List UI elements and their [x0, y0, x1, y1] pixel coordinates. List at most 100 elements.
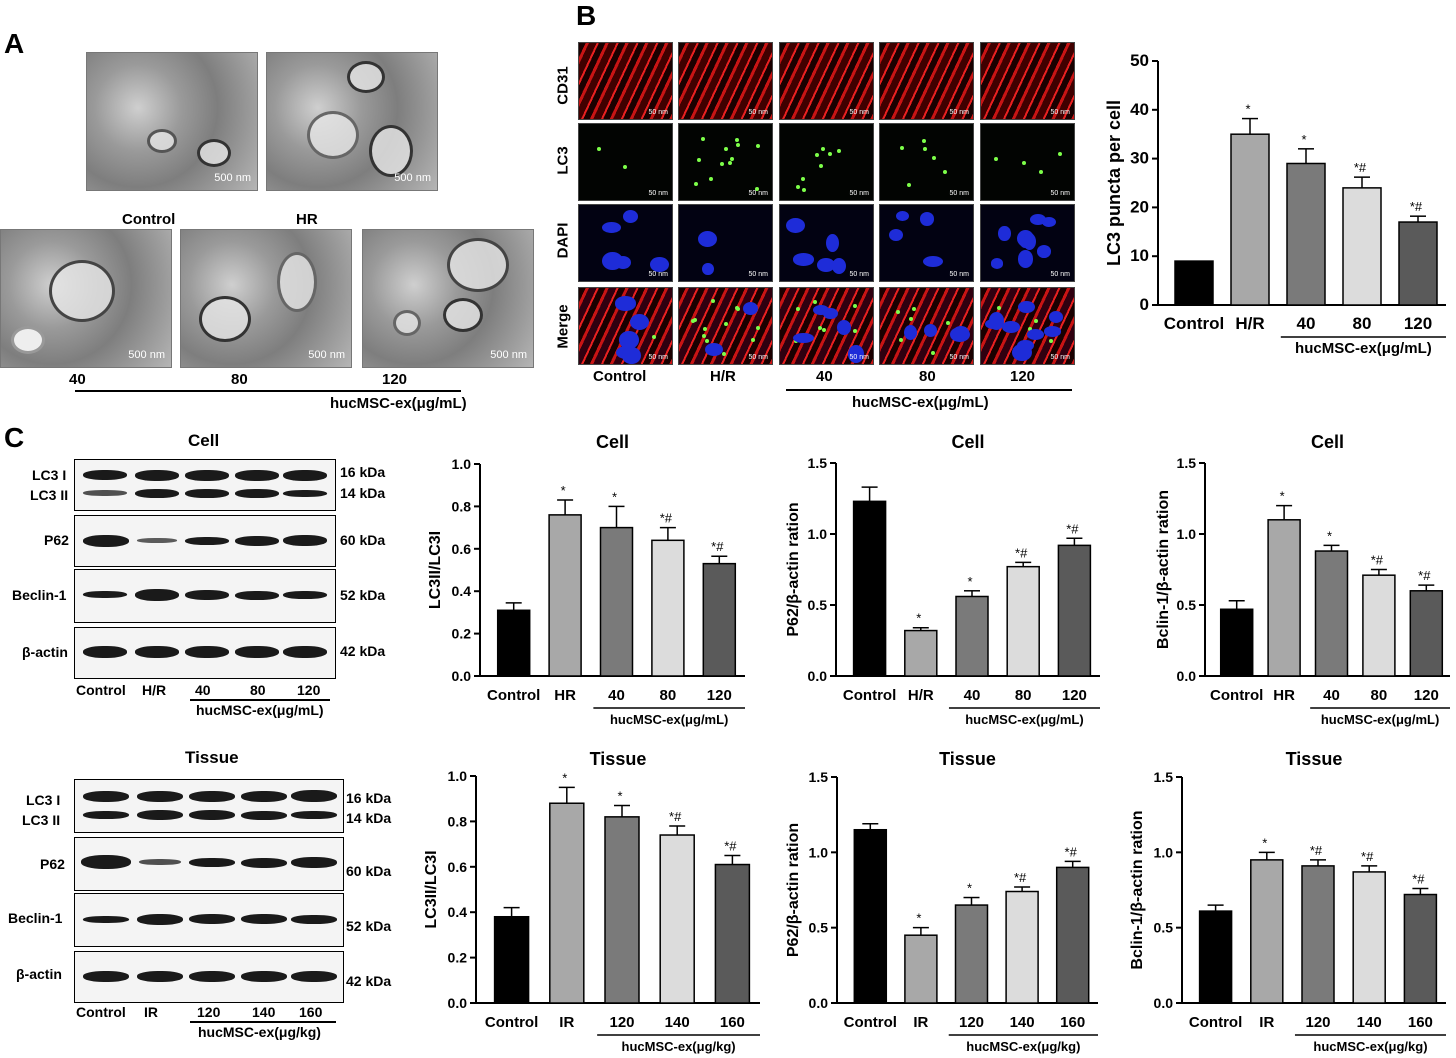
fl-scale-label: 50 nm: [648, 109, 668, 116]
cell-p62-group-label: hucMSC-ex(μg/mL): [965, 712, 1083, 727]
tissue-p62-category-3: 140: [1010, 1014, 1035, 1031]
fl-tile-r3-c0: 50 nm: [578, 287, 673, 365]
tissue-beclin-category-2: 120: [1305, 1014, 1330, 1031]
cell-lc3-y-tick-label: 1.0: [452, 456, 472, 472]
tissue-lc3-sig-mark-4: *#: [724, 838, 737, 853]
fl-scale-label: 50 nm: [949, 271, 969, 278]
lc3-puncta-y-tick-label: 10: [1130, 246, 1149, 265]
cell-beclin-category-4: 120: [1414, 687, 1439, 704]
fl-tile-r3-c2: 50 nm: [779, 287, 874, 365]
tissue-lc3-category-3: 140: [665, 1014, 690, 1031]
em-image-control: 500 nm: [86, 52, 258, 191]
cell-p62-sig-mark-3: *#: [1015, 545, 1028, 560]
tissue-p62-title: Tissue: [939, 749, 996, 769]
fl-tile-r3-c3: 50 nm: [879, 287, 974, 365]
tissue-lc3-sig-mark-1: *: [562, 770, 567, 785]
fl-scale-label: 50 nm: [949, 354, 969, 361]
cell-p62-category-3: 80: [1015, 687, 1032, 704]
tissue-p62-bar-4: [1055, 866, 1090, 1004]
tissue-p62-y-tick-label: 0.5: [809, 920, 829, 936]
fl-scale-label: 50 nm: [849, 354, 869, 361]
tissue-lc3-y-label: LC3II/LC3I: [423, 850, 440, 928]
cell-p62-y-tick-label: 1.5: [808, 455, 828, 471]
tissue-p62-group-label: hucMSC-ex(μg/kg): [966, 1039, 1080, 1054]
fl-tile-r1-c1: 50 nm: [678, 123, 773, 201]
cell-kda-60: 60 kDa: [340, 532, 386, 548]
tissue-p62-y-tick-label: 1.5: [809, 769, 829, 785]
tissue-beclin-y-tick-label: 0.5: [1154, 920, 1174, 936]
em-image-80: 500 nm: [180, 229, 352, 368]
fl-tile-r0-c2: 50 nm: [779, 42, 874, 120]
tissue-p62-bar-1: [904, 934, 938, 1004]
tissue-p62-bar-0: [853, 828, 888, 1004]
tissue-p62-category-1: IR: [913, 1014, 928, 1031]
fl-scale-label: 50 nm: [648, 354, 668, 361]
fl-tile-r2-c4: 50 nm: [980, 204, 1075, 282]
cell-protein-lc3ii: LC3 II: [30, 487, 69, 503]
fl-tile-r3-c1: 50 nm: [678, 287, 773, 365]
fl-tile-r2-c0: 50 nm: [578, 204, 673, 282]
blot-cell-actin: [74, 627, 336, 679]
em-image-40: 500 nm: [0, 229, 172, 368]
tissue-lc3-category-4: 160: [720, 1014, 745, 1031]
cell-lc3-sig-mark-3: *#: [660, 511, 673, 526]
tissue-p62-sig-mark-1: *: [916, 911, 921, 926]
lc3-puncta-category-0: Control: [1164, 314, 1224, 333]
blot-cell-beclin: [74, 569, 336, 623]
em-label-120: 120: [382, 371, 408, 388]
fl-tile-r2-c3: 50 nm: [879, 204, 974, 282]
cell-lane-120: 120: [297, 682, 321, 698]
cell-lc3-sig-mark-4: *#: [711, 539, 724, 554]
fl-tile-r1-c0: 50 nm: [578, 123, 673, 201]
tissue-beclin-y-label: Bclin-1/β-actin ration: [1129, 810, 1146, 969]
fl-group-label: hucMSC-ex(μg/mL): [852, 394, 989, 411]
tissue-p62-bar-3: [1005, 890, 1039, 1004]
cell-beclin-bar-4: [1409, 590, 1444, 677]
fl-scale-label: 50 nm: [1050, 109, 1070, 116]
fl-scale-label: 50 nm: [1050, 190, 1070, 197]
cell-beclin-title: Cell: [1311, 432, 1344, 452]
cell-lc3-y-tick-label: 0.0: [452, 668, 472, 684]
cell-p62-sig-mark-1: *: [916, 611, 921, 626]
blot-title-tissue: Tissue: [185, 748, 239, 767]
em-label-control: Control: [122, 211, 176, 228]
lc3-puncta-sig-mark-2: *: [1301, 132, 1306, 147]
fl-tile-r0-c1: 50 nm: [678, 42, 773, 120]
fl-tile-r0-c0: 50 nm: [578, 42, 673, 120]
fl-scale-label: 50 nm: [849, 190, 869, 197]
tissue-beclin-bar-1: [1250, 859, 1284, 1004]
em-group-line: [75, 390, 461, 392]
tissue-beclin-title: Tissue: [1286, 749, 1343, 769]
cell-beclin-sig-mark-3: *#: [1371, 553, 1384, 568]
tissue-lane-group-line: [190, 1021, 336, 1023]
panel-label-b: B: [576, 0, 597, 31]
fl-scale-label: 50 nm: [1050, 271, 1070, 278]
fl-scale-label: 50 nm: [849, 109, 869, 116]
fl-scale-label: 50 nm: [748, 354, 768, 361]
cell-beclin-y-tick-label: 1.0: [1177, 526, 1197, 542]
cell-beclin-y-tick-label: 0.5: [1177, 597, 1197, 613]
fl-tile-r0-c4: 50 nm: [980, 42, 1075, 120]
blot-title-cell: Cell: [188, 431, 220, 450]
tissue-p62-category-0: Control: [844, 1014, 897, 1031]
cell-beclin-category-0: Control: [1210, 687, 1263, 704]
cell-p62-sig-mark-2: *: [967, 574, 972, 589]
cell-p62-category-1: H/R: [908, 687, 934, 704]
tissue-beclin-sig-mark-2: *#: [1310, 843, 1323, 858]
tissue-kda-42: 42 kDa: [346, 973, 392, 989]
cell-lane-control: Control: [76, 682, 126, 698]
em-label-40: 40: [69, 371, 86, 388]
cell-beclin-sig-mark-4: *#: [1418, 568, 1431, 583]
tissue-lc3-bar-2: [604, 816, 640, 1004]
cell-p62-category-0: Control: [843, 687, 896, 704]
lc3-puncta-category-4: 120: [1404, 314, 1432, 333]
em-image-120: 500 nm: [362, 229, 534, 368]
em-group-label: hucMSC-ex(μg/mL): [330, 395, 467, 412]
tissue-p62-category-4: 160: [1060, 1014, 1085, 1031]
tissue-beclin-category-3: 140: [1357, 1014, 1382, 1031]
lc3-puncta-bar-4: [1398, 221, 1438, 306]
lc3-puncta-category-3: 80: [1353, 314, 1372, 333]
cell-lc3-category-4: 120: [707, 687, 732, 704]
lc3-puncta-sig-mark-3: *#: [1354, 160, 1367, 175]
